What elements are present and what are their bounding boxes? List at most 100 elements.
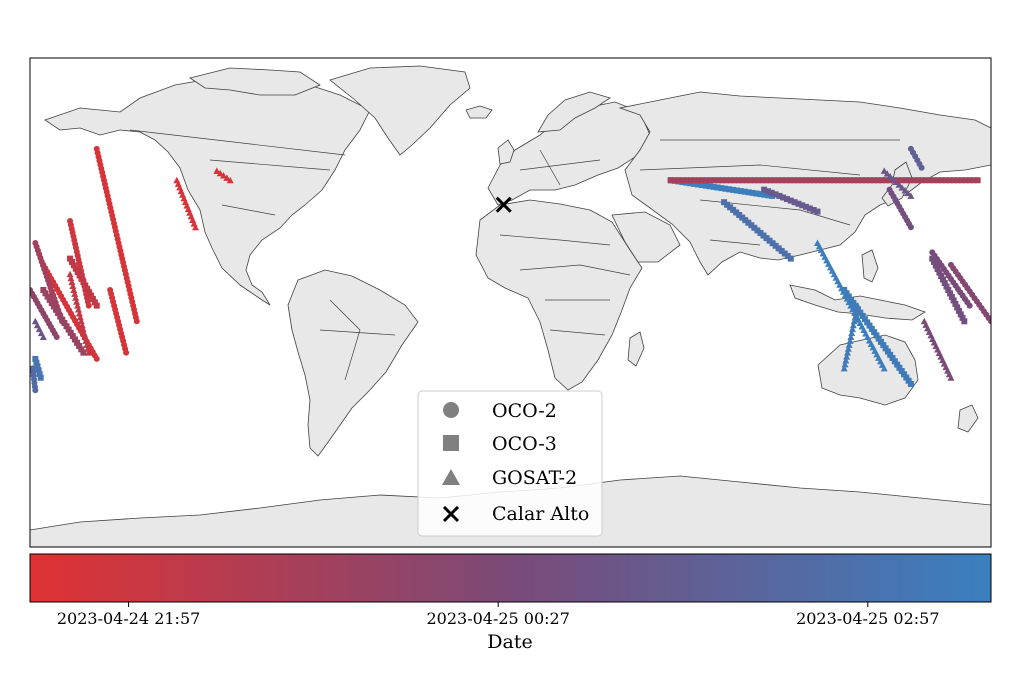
data-point xyxy=(760,232,767,239)
data-point xyxy=(37,374,44,381)
data-point xyxy=(896,364,903,371)
data-point xyxy=(859,177,866,184)
data-point xyxy=(772,242,779,249)
data-point xyxy=(880,167,888,174)
data-point xyxy=(959,314,966,321)
data-point xyxy=(852,309,860,317)
land-scandinavia xyxy=(537,91,611,133)
data-point xyxy=(718,185,725,192)
data-point xyxy=(957,311,964,318)
data-point xyxy=(799,177,806,184)
data-point xyxy=(819,177,826,184)
data-point xyxy=(727,177,734,184)
colorbar-gradient xyxy=(29,553,992,603)
data-point xyxy=(767,177,774,184)
data-point xyxy=(133,318,140,325)
data-point xyxy=(747,177,754,184)
data-point xyxy=(88,292,95,299)
data-point xyxy=(853,306,861,313)
data-point xyxy=(691,180,698,187)
land-madagascar xyxy=(627,331,645,367)
data-point xyxy=(815,177,822,184)
data-point xyxy=(848,296,855,303)
data-point xyxy=(781,250,788,257)
data-point xyxy=(894,361,901,368)
data-point xyxy=(942,177,949,184)
data-point xyxy=(765,192,772,199)
legend: OCO-2 OCO-3 GOSAT-2 Calar Alto xyxy=(417,390,603,537)
land-british-isles xyxy=(497,139,515,165)
data-point xyxy=(966,177,973,184)
data-point xyxy=(71,336,78,343)
data-point xyxy=(671,177,678,184)
data-point xyxy=(759,177,766,184)
data-point xyxy=(878,177,885,184)
data-point xyxy=(970,177,977,184)
data-point xyxy=(887,351,894,358)
data-point xyxy=(71,290,79,297)
data-point xyxy=(755,177,762,184)
data-point xyxy=(936,269,943,276)
data-point xyxy=(85,302,92,309)
data-point xyxy=(691,177,698,184)
data-point xyxy=(77,317,85,325)
data-point xyxy=(76,343,83,350)
data-point xyxy=(870,177,877,184)
data-point xyxy=(667,177,674,184)
data-point xyxy=(93,302,100,309)
data-point xyxy=(75,309,83,317)
land-asia xyxy=(618,91,991,276)
legend-item-oco3: OCO-3 xyxy=(443,433,557,455)
data-point xyxy=(123,349,130,356)
data-point xyxy=(886,177,893,184)
data-point xyxy=(905,377,912,384)
data-point xyxy=(698,182,705,189)
legend-label-calar-alto: Calar Alto xyxy=(492,503,589,525)
calar-alto-marker xyxy=(495,196,512,213)
data-point xyxy=(40,286,47,293)
land-layer xyxy=(30,65,991,547)
data-point xyxy=(776,192,783,199)
data-point xyxy=(843,290,850,297)
data-point xyxy=(907,192,915,199)
data-point xyxy=(880,364,888,372)
data-point xyxy=(83,341,91,348)
legend-square-icon xyxy=(443,435,459,451)
data-point xyxy=(844,345,852,352)
data-point xyxy=(766,237,773,244)
legend-item-calar-alto: Calar Alto xyxy=(442,503,589,525)
data-point xyxy=(961,318,968,325)
data-point xyxy=(723,177,730,184)
data-point xyxy=(694,181,701,188)
data-point xyxy=(948,293,955,300)
data-point xyxy=(883,170,891,177)
legend-label-oco2: OCO-2 xyxy=(492,400,557,422)
land-philippines xyxy=(861,249,879,283)
tracks-layer xyxy=(30,145,991,394)
data-point xyxy=(775,177,782,184)
data-point xyxy=(44,293,51,300)
data-point xyxy=(33,359,40,366)
data-point xyxy=(955,307,962,314)
data-point xyxy=(81,333,89,340)
data-point xyxy=(84,285,91,292)
country-borders xyxy=(129,129,900,381)
data-point xyxy=(803,177,810,184)
data-point xyxy=(721,199,728,206)
data-point xyxy=(954,177,961,184)
data-point xyxy=(55,310,62,317)
data-point xyxy=(679,177,686,184)
data-point xyxy=(749,189,756,196)
data-point xyxy=(914,177,921,184)
data-point xyxy=(854,302,862,309)
data-point xyxy=(739,177,746,184)
data-point xyxy=(889,355,896,362)
map-panel[interactable] xyxy=(27,57,994,548)
data-point xyxy=(675,177,682,184)
data-point xyxy=(733,209,740,216)
data-point xyxy=(950,177,957,184)
data-point xyxy=(74,339,81,346)
data-point xyxy=(780,194,787,201)
data-point xyxy=(929,255,936,262)
